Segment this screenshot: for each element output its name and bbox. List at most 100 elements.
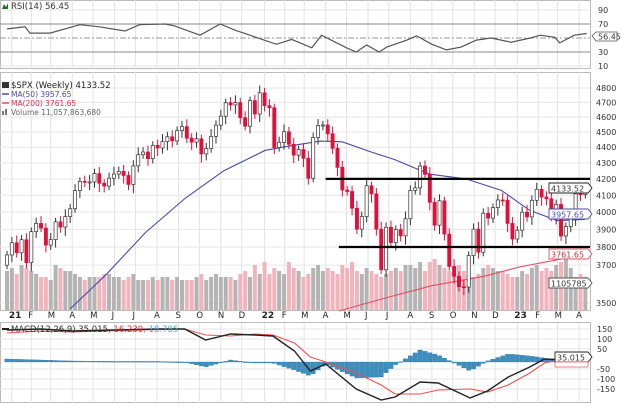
macd-tick-label: -150 [597, 385, 615, 394]
x-tick-label: M [344, 311, 351, 321]
candle-body [165, 136, 170, 142]
macd-histogram-bar [19, 359, 24, 363]
candle-body [43, 227, 48, 246]
volume-bar [170, 280, 175, 310]
candle-body [262, 92, 267, 107]
candle-body [126, 175, 131, 185]
price-tick-label: 3700 [596, 261, 616, 270]
macd-histogram-bar [233, 360, 238, 363]
candle-body [170, 136, 175, 142]
macd-histogram-bar [267, 361, 272, 364]
candle-body [466, 255, 471, 288]
volume-bar [418, 262, 423, 310]
volume-bar [573, 277, 578, 310]
macd-histogram-bar [378, 361, 384, 378]
x-tick-label: D [239, 311, 246, 321]
macd-histogram-bar [403, 358, 408, 363]
macd-tick-label: 100 [597, 335, 612, 344]
rsi-panel [0, 23, 590, 53]
volume-bar [194, 277, 199, 310]
x-tick-label: A [323, 311, 329, 321]
x-tick-label: O [450, 311, 457, 321]
candle-body [150, 145, 155, 159]
volume-bar [116, 277, 121, 310]
candle-body [141, 151, 146, 156]
volume-bar [505, 274, 510, 310]
candle-body [87, 181, 92, 184]
volume-bar [272, 268, 277, 310]
x-tick-label: N [471, 311, 477, 321]
candle-body [238, 102, 243, 119]
price-tick-label: 4600 [596, 113, 616, 122]
volume-bar [248, 277, 252, 310]
candle-body [5, 254, 9, 266]
price-tick-label: 4400 [596, 143, 616, 152]
candle-body [384, 226, 389, 271]
candle-body [364, 185, 369, 217]
volume-bar [43, 277, 48, 310]
candle-body [350, 191, 355, 209]
candle-body [48, 239, 53, 246]
candle-body [92, 173, 97, 183]
candle-body [325, 124, 330, 135]
x-tick-label: A [576, 311, 582, 321]
macd-histogram-bar [87, 361, 92, 363]
candle-body [218, 115, 223, 126]
volume-bar [175, 277, 180, 310]
macd-title: MACD(12,26,9) [11, 325, 76, 335]
volume-bar [9, 268, 14, 310]
volume-bar [510, 277, 515, 310]
macd-histogram-bar [111, 361, 117, 363]
candle-body [320, 124, 325, 127]
candle-body [481, 212, 486, 253]
volume-bar [354, 271, 359, 310]
rsi-tick-label: 10 [598, 62, 608, 71]
macd-histogram-bar [33, 359, 39, 363]
volume-bar [131, 274, 136, 310]
candle-body [58, 221, 63, 228]
candle-body [345, 189, 350, 192]
x-tick-label: A [407, 311, 413, 321]
candle-body [223, 102, 228, 117]
candle-body [495, 199, 500, 208]
candle-body [184, 126, 189, 139]
candle-body [29, 231, 34, 263]
macd-histogram-bar [354, 361, 360, 379]
macd-histogram-bar [82, 360, 88, 363]
macd-histogram-bar [451, 361, 457, 364]
candle-body [14, 242, 19, 254]
volume-bar [199, 274, 204, 310]
macd-histogram-bar [262, 361, 267, 364]
candle-body [97, 173, 102, 184]
candle-body [199, 138, 204, 155]
candle-body [180, 126, 184, 131]
macd-histogram-bar [359, 361, 365, 378]
x-tick-label: M [555, 311, 562, 321]
candle-body [471, 228, 476, 256]
macd-signal-value: 16.230 [113, 325, 143, 335]
candle-body [82, 180, 87, 183]
macd-histogram-bar [228, 359, 233, 363]
volume-bar [5, 271, 9, 310]
volume-bar [136, 280, 141, 310]
candle-body [9, 242, 14, 256]
candle-body [136, 154, 141, 167]
candle-body [19, 239, 24, 254]
macd-histogram-bar [145, 361, 151, 363]
candle-body [544, 196, 549, 200]
volume-bar [320, 271, 325, 310]
price-tick-label: 4700 [596, 98, 616, 107]
macd-histogram-bar [131, 361, 136, 363]
volume-bar [413, 268, 418, 310]
macd-histogram-bar [67, 360, 73, 363]
volume-bar [583, 276, 588, 310]
volume-bar [286, 262, 291, 310]
macd-histogram-bar [14, 359, 20, 363]
volume-bar [481, 268, 486, 310]
volume-bar [539, 271, 544, 310]
volume-value-box: 1105785 [548, 277, 593, 289]
macd-histogram-bar [495, 357, 501, 363]
volume-bar [97, 277, 102, 310]
macd-histogram-bar [480, 361, 486, 364]
